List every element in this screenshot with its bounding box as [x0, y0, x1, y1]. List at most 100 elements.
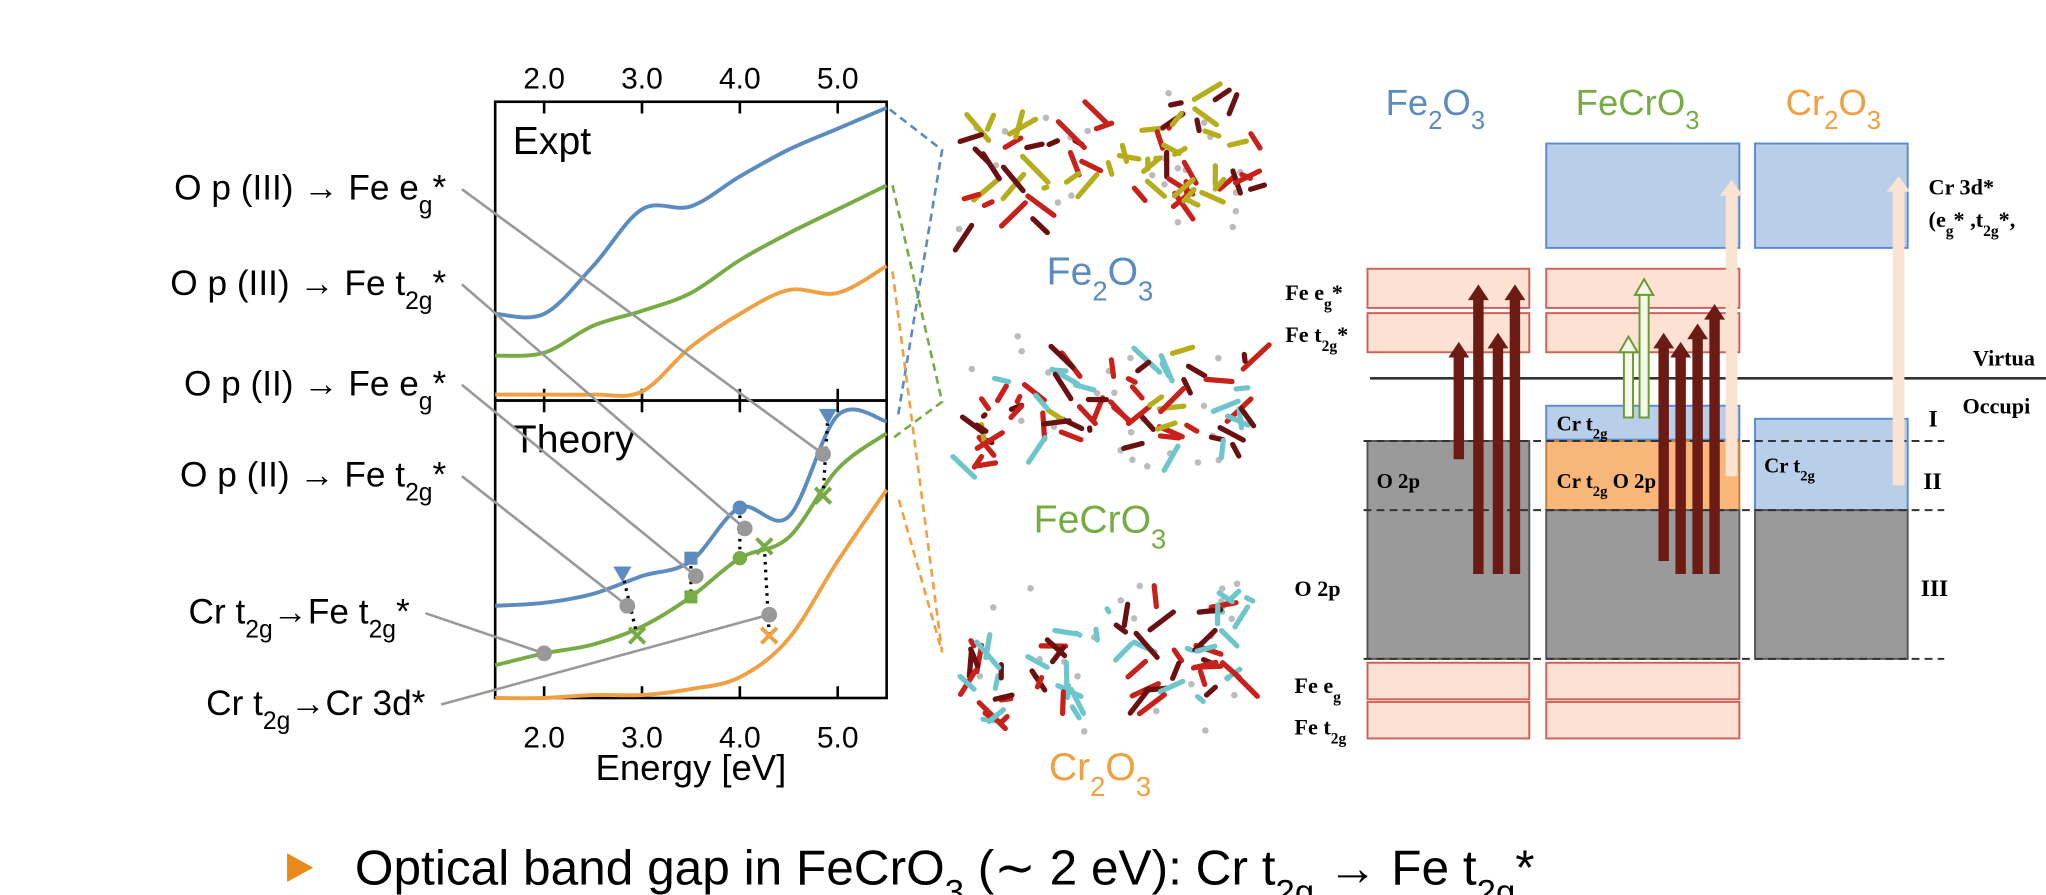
bond — [1128, 379, 1135, 383]
atom — [1161, 181, 1168, 188]
marker — [684, 552, 697, 565]
level-label-run: * — [1332, 280, 1343, 305]
atom — [1117, 597, 1124, 604]
region-label-run: II — [1923, 469, 1941, 495]
box-label-run: Cr t — [1764, 453, 1800, 477]
atom — [1043, 115, 1050, 122]
atom — [1111, 390, 1118, 397]
atom — [1153, 708, 1160, 715]
level-box — [1546, 702, 1739, 739]
bullet-text-run: 2g — [1477, 874, 1516, 895]
level-label-run: Fe t — [1285, 322, 1322, 347]
bond — [1154, 586, 1156, 607]
annotation-point — [688, 568, 704, 584]
bullet-text-run: Optical band gap in FeCrO — [355, 840, 945, 895]
atom — [1230, 224, 1237, 231]
transition-arrow — [1640, 292, 1649, 417]
atom — [969, 366, 976, 373]
bond — [1055, 630, 1076, 633]
column-header-run: 3 — [1685, 107, 1699, 135]
bond — [1002, 717, 1007, 722]
atom — [1074, 673, 1081, 680]
bond — [995, 378, 1009, 381]
box-label-run: 2g — [1593, 427, 1608, 443]
annotation-point — [761, 607, 777, 623]
bond — [1124, 604, 1127, 625]
annotation-label-run: 2g — [405, 479, 432, 506]
level-label-run: 2g — [1322, 337, 1338, 354]
bond — [1244, 355, 1245, 362]
bond — [1119, 156, 1138, 159]
level-box — [1546, 663, 1739, 700]
bullet-text-run: 3 — [945, 874, 964, 895]
transition-arrow — [1624, 350, 1633, 418]
annotation-point — [815, 446, 831, 462]
bond — [1063, 692, 1064, 714]
atom — [1234, 581, 1241, 588]
x-tick-label: 4.0 — [719, 63, 761, 96]
annotation-label-run: * — [433, 264, 447, 303]
bond — [1197, 120, 1199, 130]
column-header-run: Cr — [1786, 82, 1825, 123]
bond — [1142, 128, 1163, 130]
column-header-run: 3 — [1471, 107, 1485, 135]
bond — [1111, 360, 1113, 377]
x-tick-label: 2.0 — [523, 63, 565, 96]
atom — [1144, 463, 1151, 470]
level-label-run: 2g — [1331, 730, 1347, 747]
bond — [976, 463, 995, 466]
x-tick-label: 2.0 — [523, 722, 565, 755]
atom — [1229, 616, 1236, 623]
side-label-run: 2g — [1983, 223, 1999, 240]
level-box — [1755, 144, 1908, 248]
region-label-run: I — [1929, 407, 1938, 433]
level-box — [1367, 663, 1529, 700]
atom — [1137, 583, 1144, 590]
atom — [1202, 727, 1209, 734]
side-label-run: * ,t — [1954, 207, 1984, 232]
level-label-run: * — [1337, 322, 1348, 347]
box-label-run: Cr t — [1557, 469, 1593, 493]
column-header-run: Fe — [1386, 82, 1429, 123]
structure-label-run: 3 — [1151, 523, 1166, 554]
bond — [1221, 440, 1223, 457]
annotation-label-run: →Fe t — [273, 593, 369, 632]
bond — [1044, 187, 1047, 188]
atom — [1201, 403, 1208, 410]
annotation-label-run: 2g — [369, 616, 396, 643]
column-header-run: O — [1442, 82, 1470, 123]
region-label-run: III — [1921, 576, 1948, 602]
marker — [733, 551, 747, 565]
bond — [1017, 397, 1019, 402]
atom — [1175, 219, 1182, 226]
atom — [1055, 199, 1062, 206]
level-label-run: Fe e — [1294, 673, 1333, 698]
marker — [684, 590, 697, 603]
atom — [956, 226, 963, 233]
annotation-point — [737, 521, 753, 537]
column-header-run: O — [1838, 82, 1866, 123]
bond — [1206, 379, 1232, 381]
box-label-run: 2g — [1593, 484, 1608, 500]
bond — [1247, 598, 1253, 601]
side-label: Virtua — [1973, 345, 2035, 370]
region-label: III — [1921, 576, 1948, 602]
annotation-label-run: * — [433, 364, 447, 403]
bullet-text-run: → Fe t — [1314, 840, 1477, 895]
bond — [984, 202, 992, 206]
annotation-label-run: g — [419, 192, 433, 219]
atom — [1027, 585, 1034, 592]
atom — [1175, 165, 1182, 172]
annotation-point — [536, 646, 552, 662]
side-label-run: Occupi — [1962, 394, 2030, 419]
level-box — [1546, 144, 1739, 248]
structure-label-run: O — [1108, 250, 1138, 293]
annotation-label-run: O p (II) → Fe t — [180, 456, 405, 495]
x-tick-label: 5.0 — [817, 722, 859, 755]
atom — [1165, 90, 1172, 97]
level-label-run: Fe t — [1294, 715, 1331, 740]
atom — [1233, 208, 1240, 215]
structure-label-run: 2 — [1090, 771, 1105, 802]
annotation-label-run: 2g — [263, 707, 290, 734]
x-tick-label: 3.0 — [621, 63, 663, 96]
